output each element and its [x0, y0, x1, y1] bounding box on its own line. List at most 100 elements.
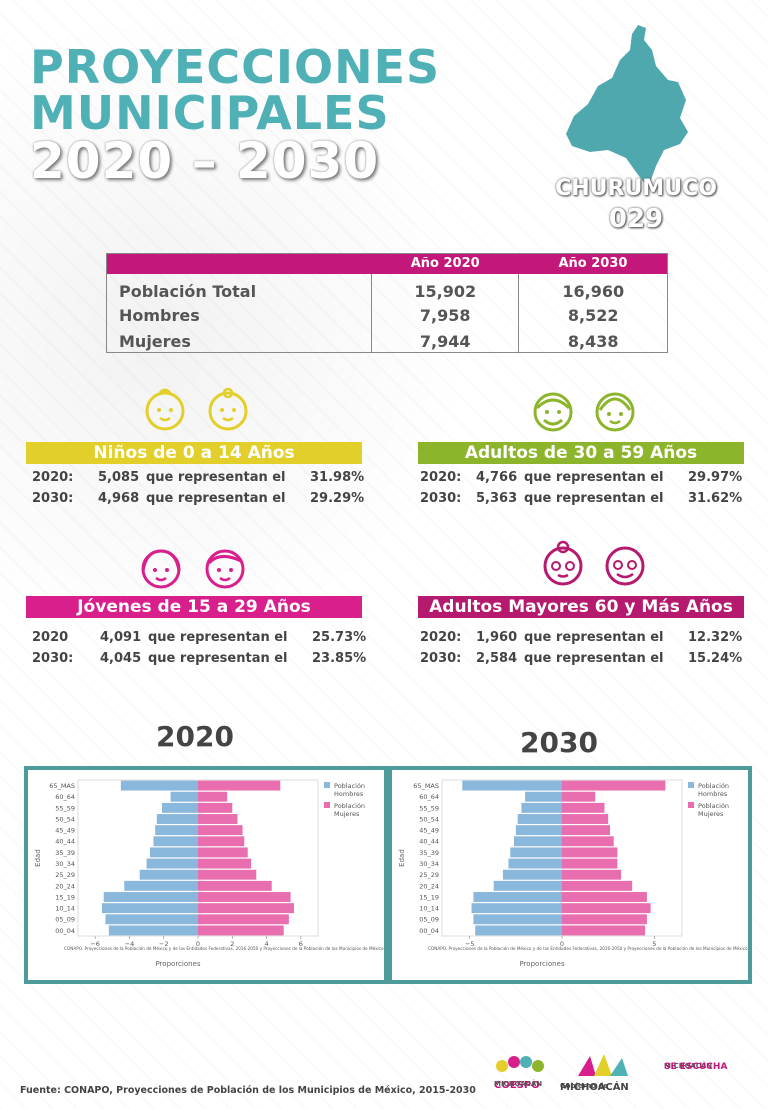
stat-adultos-2020: 2020: 4,766 que representan el 29.97% — [420, 470, 742, 485]
bar — [521, 802, 562, 813]
stat-count: 1,960 — [476, 630, 518, 645]
elder-woman-face-icon — [543, 540, 583, 586]
bar — [508, 858, 562, 869]
y-tick-label: 45_49 — [419, 827, 439, 835]
stat-text: que representan el — [146, 491, 286, 506]
legend-swatch — [688, 802, 694, 808]
bar — [502, 869, 562, 880]
bar — [105, 914, 198, 925]
y-tick-label: 10_14 — [419, 905, 439, 913]
bar — [562, 858, 618, 869]
stat-text: que representan el — [146, 470, 286, 485]
x-tick-label: 0 — [560, 940, 564, 948]
coespo-logo-icon — [496, 1056, 544, 1072]
title-line2: MUNICIPALES — [30, 86, 390, 140]
stat-ninos-2020: 2020: 5,085 que representan el 31.98% — [32, 470, 364, 485]
bar — [462, 780, 562, 791]
legend-label: Mujeres — [334, 810, 360, 818]
bar — [473, 914, 562, 925]
title-line1: PROYECCIONES — [30, 40, 441, 94]
bar — [562, 802, 605, 813]
bar — [156, 814, 198, 824]
x-tick-label: 5 — [652, 940, 656, 948]
y-tick-label: 30_34 — [419, 860, 439, 868]
y-tick-label: 55_59 — [419, 804, 439, 812]
stat-text: que representan el — [524, 651, 664, 666]
y-axis-label: Edad — [34, 849, 42, 867]
y-tick-label: 30_34 — [55, 860, 75, 868]
bar — [108, 925, 198, 936]
legend-swatch — [324, 802, 330, 808]
young-woman-face-icon — [141, 549, 181, 589]
stat-count: 2,584 — [476, 651, 518, 666]
y-tick-label: 15_19 — [55, 893, 75, 901]
bar — [475, 925, 562, 936]
bar — [198, 880, 272, 891]
stat-count: 5,363 — [476, 491, 518, 506]
bar — [120, 780, 198, 791]
adult-woman-face-icon — [595, 392, 635, 432]
y-tick-label: 00_04 — [419, 927, 439, 935]
legend-label: Mujeres — [698, 810, 724, 818]
bar — [150, 847, 198, 858]
bar — [562, 914, 647, 925]
pyramid-chart-2020: 00_04 05_09 10_14 15_19 20_24 25_29 30_34 35_39… — [24, 766, 388, 984]
pyramid-chart-2020-svg: 00_04 05_09 10_14 15_19 20_24 25_29 30_34 35_39… — [34, 779, 384, 968]
source-note: Fuente: CONAPO, Proyecciones de Població… — [20, 1085, 476, 1096]
source-note-label: CONAPO. Proyecciones de la Población de … — [428, 946, 748, 951]
stat-pct: 29.29% — [310, 491, 365, 506]
chart-2030-title: 2030 — [520, 726, 598, 759]
stat-text: que representan el — [524, 630, 664, 645]
bar — [124, 880, 198, 891]
stat-pct: 29.97% — [688, 470, 743, 485]
row-value-2020: 7,958 — [370, 300, 519, 327]
bar — [562, 903, 651, 914]
stat-mayores-2020: 2020: 1,960 que representan el 12.32% — [420, 630, 742, 645]
y-tick-label: 35_39 — [55, 849, 75, 857]
y-tick-label: 50_54 — [55, 815, 75, 823]
bar — [198, 836, 245, 847]
stat-pct: 15.24% — [688, 651, 743, 666]
stat-year: 2020 — [32, 630, 69, 645]
stat-text: que representan el — [148, 630, 288, 645]
bar — [562, 814, 609, 824]
table-row: Hombres 7,958 8,522 — [107, 300, 668, 327]
bar — [155, 825, 198, 836]
elder-man-face-icon — [605, 546, 645, 586]
legend-label: Población — [334, 782, 365, 790]
coespo-logo-sub: MICHOACÁN — [494, 1080, 543, 1088]
bar — [198, 869, 257, 880]
stat-year: 2020: — [420, 630, 462, 645]
y-tick-label: 50_54 — [419, 815, 439, 823]
x-tick-label: 6 — [299, 940, 303, 948]
escucha-logo-top: MICHOACÁN — [664, 1062, 713, 1070]
bar — [473, 892, 562, 902]
bar — [562, 847, 618, 858]
x-tick-label: −4 — [125, 940, 135, 948]
stat-count: 4,968 — [98, 491, 140, 506]
bar — [198, 791, 228, 802]
y-axis-label: Edad — [398, 849, 406, 867]
band-adultos: Adultos de 30 a 59 Años — [418, 442, 744, 464]
michoacan-se-escucha-logo: MICHOACÁN SE ESCUCHA — [664, 1062, 764, 1092]
municipio-name: CHURUMUCO — [555, 176, 717, 201]
title-years: 2020 – 2030 — [30, 132, 380, 190]
row-value-2030: 16,960 — [518, 273, 668, 301]
bar — [562, 780, 666, 791]
band-mayores: Adultos Mayores 60 y Más Años — [418, 596, 744, 618]
bar — [198, 892, 291, 902]
bar — [514, 836, 562, 847]
stat-count: 4,045 — [100, 651, 142, 666]
bar — [510, 847, 562, 858]
row-value-2020: 15,902 — [370, 273, 519, 301]
row-value-2030: 8,522 — [518, 300, 668, 327]
stat-adultos-2030: 2030: 5,363 que representan el 31.62% — [420, 491, 742, 506]
bar — [525, 791, 562, 802]
adult-man-face-icon — [533, 392, 573, 432]
y-tick-label: 60_64 — [55, 793, 75, 801]
y-tick-label: 40_44 — [419, 838, 439, 846]
x-tick-label: −5 — [465, 940, 475, 948]
gobierno-logo-top: Gobierno de — [560, 1082, 609, 1090]
stat-year: 2030: — [420, 651, 462, 666]
escucha-logo-text: SE ESCUCHA — [664, 1062, 728, 1072]
